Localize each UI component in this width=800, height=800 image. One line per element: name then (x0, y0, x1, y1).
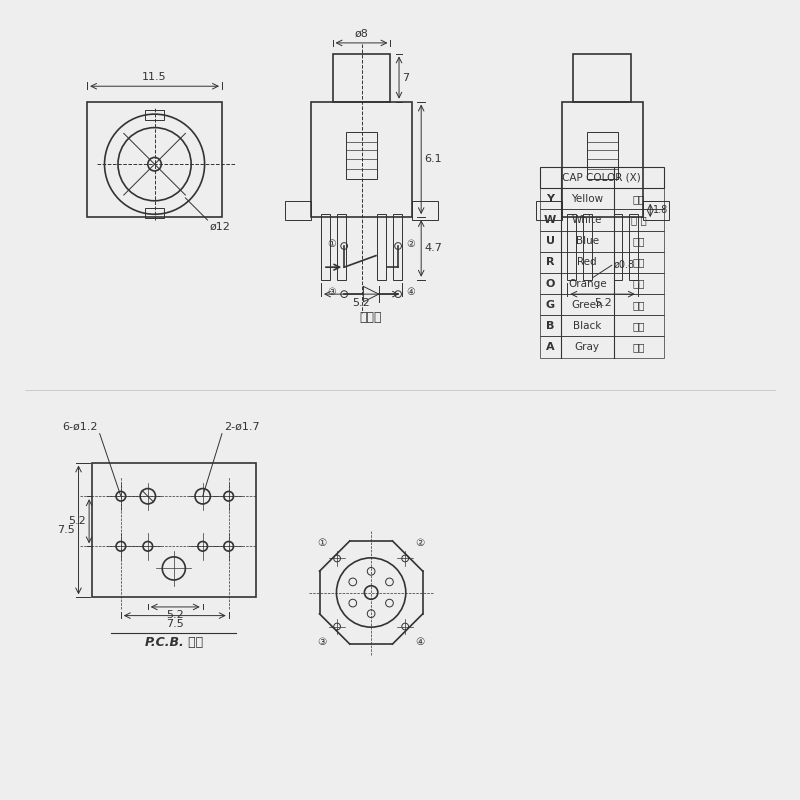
Bar (377, 214, 386, 280)
Bar (642, 201, 669, 220)
Text: Black: Black (573, 321, 602, 331)
Text: G: G (546, 300, 554, 310)
Bar (539, 210, 664, 230)
Text: Blue: Blue (576, 236, 598, 246)
Bar (586, 133, 618, 178)
Text: ø0.8: ø0.8 (614, 259, 635, 270)
Bar (145, 209, 164, 218)
Text: A: A (546, 342, 554, 352)
Text: White: White (572, 215, 602, 225)
Text: CAP COLOR (X): CAP COLOR (X) (562, 173, 641, 182)
Text: 6-ø1.2: 6-ø1.2 (62, 422, 98, 432)
Text: 1.8: 1.8 (653, 206, 668, 215)
Text: W: W (544, 215, 556, 225)
Text: ④: ④ (406, 287, 414, 297)
Bar (92, 462, 256, 598)
Text: ②: ② (415, 538, 425, 549)
Text: 7.5: 7.5 (58, 525, 75, 535)
Text: 绿色: 绿色 (633, 300, 645, 310)
Text: 蓝色: 蓝色 (633, 236, 645, 246)
Text: 橙色: 橙色 (633, 278, 645, 289)
Text: ③: ③ (318, 637, 326, 646)
Bar (87, 102, 222, 217)
Text: 11.5: 11.5 (142, 72, 167, 82)
Text: 5.2: 5.2 (166, 610, 184, 621)
Text: 5.2: 5.2 (594, 298, 611, 307)
Bar (311, 102, 411, 217)
Text: B: B (546, 321, 554, 331)
Bar (321, 214, 330, 280)
Text: 5.2: 5.2 (68, 516, 86, 526)
Bar (567, 214, 576, 280)
Bar (539, 294, 664, 315)
Bar (583, 214, 591, 280)
Text: 灰色: 灰色 (633, 342, 645, 352)
Text: Red: Red (578, 258, 597, 267)
Text: O: O (546, 278, 555, 289)
Text: 黑色: 黑色 (633, 321, 645, 331)
Text: Yellow: Yellow (571, 194, 603, 204)
Bar (539, 252, 664, 273)
Bar (539, 230, 664, 252)
Text: Gray: Gray (574, 342, 600, 352)
Text: ø8: ø8 (354, 29, 369, 39)
Bar (574, 54, 631, 102)
Bar (338, 214, 346, 280)
Text: ø12: ø12 (210, 222, 230, 232)
Text: 接线图: 接线图 (360, 311, 382, 325)
Bar (539, 167, 664, 188)
Text: Green: Green (571, 300, 603, 310)
Text: 7.5: 7.5 (166, 619, 184, 629)
Bar (629, 214, 638, 280)
Bar (411, 201, 438, 220)
Bar (394, 214, 402, 280)
Bar (539, 337, 664, 358)
Text: 6.1: 6.1 (424, 154, 442, 164)
Text: ①: ① (328, 239, 337, 249)
Bar (562, 102, 642, 217)
Text: R: R (546, 258, 554, 267)
Text: ③: ③ (328, 287, 337, 297)
Text: P.C.B. 开孔: P.C.B. 开孔 (145, 636, 203, 649)
Text: 红色: 红色 (633, 258, 645, 267)
Text: 7: 7 (402, 73, 409, 82)
Text: ②: ② (406, 239, 414, 249)
Bar (539, 188, 664, 210)
Text: ①: ① (318, 538, 326, 549)
Text: 白 色: 白 色 (631, 215, 646, 225)
Bar (614, 214, 622, 280)
Bar (539, 273, 664, 294)
Text: 5.2: 5.2 (353, 298, 370, 307)
Text: 2-ø1.7: 2-ø1.7 (224, 422, 259, 432)
Text: ④: ④ (415, 637, 425, 646)
Text: 黄色: 黄色 (633, 194, 645, 204)
Bar (536, 201, 562, 220)
Text: Y: Y (546, 194, 554, 204)
Bar (539, 315, 664, 337)
Text: Orange: Orange (568, 278, 606, 289)
Bar (145, 110, 164, 120)
Text: U: U (546, 236, 554, 246)
Bar (286, 201, 311, 220)
Bar (346, 133, 377, 178)
Bar (333, 54, 390, 102)
Text: 4.7: 4.7 (424, 243, 442, 254)
